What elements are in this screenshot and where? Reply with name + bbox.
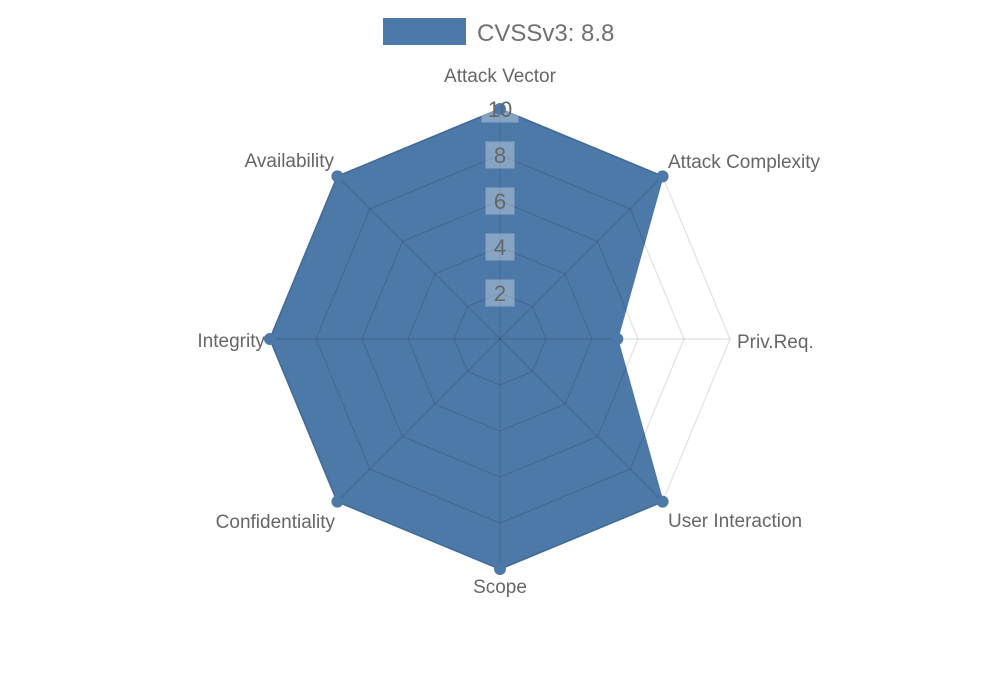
tick-backdrop	[485, 187, 515, 215]
axis-label-integrity: Integrity	[197, 331, 265, 352]
grid-ring	[361, 200, 639, 478]
legend-label[interactable]: CVSSv3: 8.8	[477, 20, 614, 47]
point-marker	[494, 563, 506, 575]
legend-swatch[interactable]	[383, 18, 466, 45]
tick-backdrop	[485, 141, 515, 169]
point-marker	[331, 495, 344, 508]
grid-ring	[315, 154, 685, 524]
point-marker	[331, 170, 344, 183]
tick-label: 2	[494, 281, 506, 306]
axis-labels: Attack Vector Attack Complexity Priv.Req. U…	[197, 66, 820, 598]
tick-backdrop	[485, 233, 515, 261]
point-marker	[611, 333, 624, 345]
tick-label: 6	[494, 189, 506, 214]
grid-ring	[453, 292, 547, 386]
tick-backdrop	[485, 279, 515, 307]
angle-line	[336, 338, 501, 503]
axis-label-availability: Availability	[245, 151, 335, 172]
angle-line	[499, 338, 664, 503]
legend[interactable]: CVSSv3: 8.8	[383, 18, 614, 47]
grid-ring	[407, 246, 593, 432]
angle-line	[336, 175, 501, 340]
axis-label-priv-req: Priv.Req.	[737, 332, 814, 353]
axis-label-scope: Scope	[473, 577, 527, 598]
point-marker	[656, 495, 669, 508]
axis-label-attack-vector: Attack Vector	[444, 66, 557, 87]
point-marker	[656, 170, 669, 183]
tick-labels: 2 4 6 8 10	[488, 97, 512, 306]
tick-label: 4	[494, 235, 506, 260]
point-markers	[264, 103, 669, 575]
angle-line	[499, 175, 664, 340]
tick-label: 8	[494, 143, 506, 168]
axis-label-attack-complexity: Attack Complexity	[668, 152, 821, 173]
point-marker	[264, 333, 276, 345]
axis-label-confidentiality: Confidentiality	[216, 512, 336, 533]
point-marker	[494, 103, 506, 115]
tick-label: 10	[488, 97, 512, 122]
axis-label-user-interaction: User Interaction	[668, 511, 802, 532]
tick-backdrops	[481, 95, 519, 307]
